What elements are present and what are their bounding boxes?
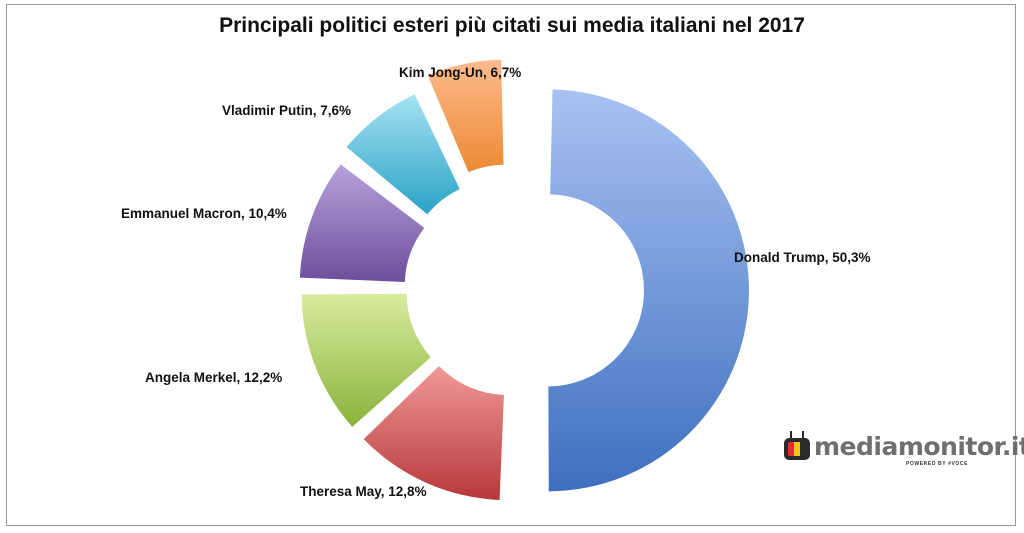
tv-stripe <box>800 442 806 456</box>
logo-tagline: POWERED BY #VOCE <box>906 461 969 467</box>
tv-stripe <box>788 442 794 456</box>
label-kim-jong-un: Kim Jong-Un, 6,7% <box>399 65 521 80</box>
chart-title: Principali politici esteri più citati su… <box>219 14 805 37</box>
label-theresa-may: Theresa May, 12,8% <box>300 484 427 499</box>
slice-angela-merkel <box>301 293 431 427</box>
slice-donald-trump <box>548 89 749 492</box>
chart-frame <box>6 4 1016 526</box>
label-angela-merkel: Angela Merkel, 12,2% <box>145 370 282 385</box>
slice-vladimir-putin <box>346 94 460 215</box>
tv-stripe <box>794 442 800 456</box>
logo-text: mediamonitor.it <box>814 432 1024 461</box>
label-vladimir-putin: Vladimir Putin, 7,6% <box>222 103 351 118</box>
mediamonitor-logo: mediamonitor.it POWERED BY #VOCE <box>784 431 1024 472</box>
slice-theresa-may <box>363 365 504 500</box>
slice-kim-jong-un <box>427 59 504 173</box>
label-emmanuel-macron: Emmanuel Macron, 10,4% <box>121 206 287 221</box>
tv-icon <box>784 431 810 460</box>
slice-emmanuel-macron <box>299 164 425 282</box>
label-donald-trump: Donald Trump, 50,3% <box>734 250 871 265</box>
